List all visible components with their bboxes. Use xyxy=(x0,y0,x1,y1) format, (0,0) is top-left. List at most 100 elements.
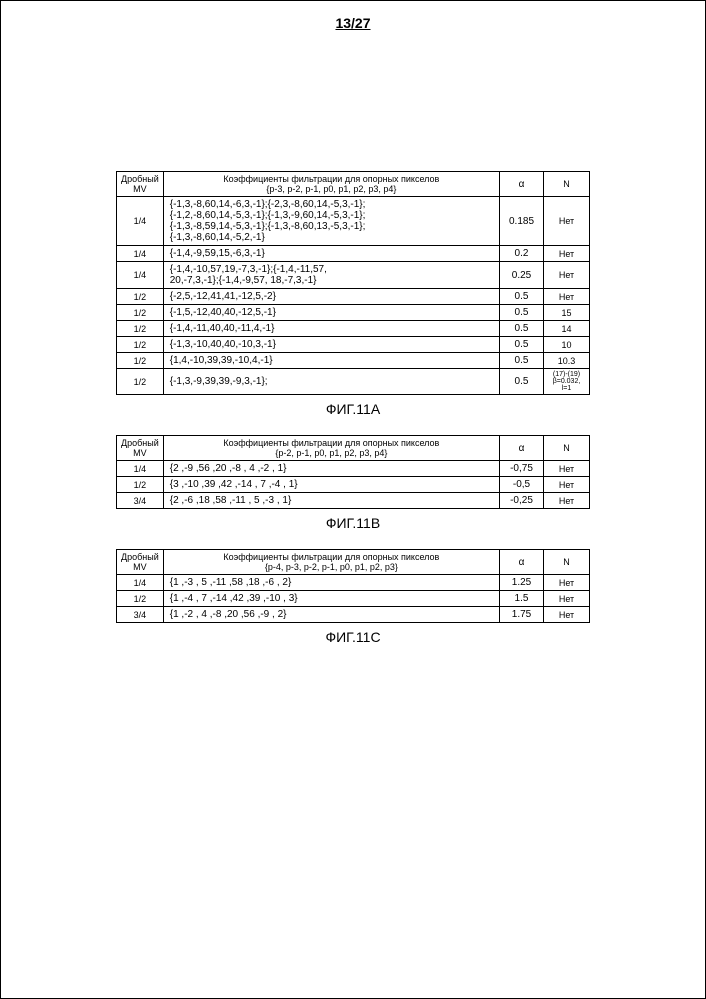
cell-mv: 1/4 xyxy=(117,246,164,262)
header-mv-bot: MV xyxy=(121,184,159,194)
cell-coef: {2 ,-9 ,56 ,20 ,-8 , 4 ,-2 , 1} xyxy=(163,461,499,477)
header-n: N xyxy=(544,436,590,461)
cell-alpha: 0.25 xyxy=(500,262,544,289)
header-mv: ДробныйMV xyxy=(117,172,164,197)
cell-alpha: -0,5 xyxy=(500,477,544,493)
header-mv-top: Дробный xyxy=(121,438,159,448)
table-row: 1/4{2 ,-9 ,56 ,20 ,-8 , 4 ,-2 , 1}-0,75Н… xyxy=(117,461,590,477)
table-row: 3/4{1 ,-2 , 4 ,-8 ,20 ,56 ,-9 , 2}1.75Не… xyxy=(117,607,590,623)
cell-mv: 1/2 xyxy=(117,477,164,493)
filter-table-0: ДробныйMV Коэффициенты фильтрации для опо… xyxy=(116,171,590,395)
header-n: N xyxy=(544,172,590,197)
table-row: 1/2{1,4,-10,39,39,-10,4,-1}0.510.3 xyxy=(117,353,590,369)
table-row: 1/2{-1,5,-12,40,40,-12,5,-1}0.515 xyxy=(117,305,590,321)
cell-n: Нет xyxy=(544,493,590,509)
cell-n: Нет xyxy=(544,262,590,289)
cell-coef: {1,4,-10,39,39,-10,4,-1} xyxy=(163,353,499,369)
cell-coef: {1 ,-3 , 5 ,-11 ,58 ,18 ,-6 , 2} xyxy=(163,575,499,591)
header-coef-sub: {p-4, p-3, p-2, p-1, p0, p1, p2, p3} xyxy=(168,562,495,572)
header-mv: ДробныйMV xyxy=(117,436,164,461)
cell-coef: {3 ,-10 ,39 ,42 ,-14 , 7 ,-4 , 1} xyxy=(163,477,499,493)
figure-caption: ФИГ.11B xyxy=(116,509,590,549)
cell-n: Нет xyxy=(544,575,590,591)
header-coef: Коэффициенты фильтрации для опорных пикс… xyxy=(163,436,499,461)
cell-coef: {2 ,-6 ,18 ,58 ,-11 , 5 ,-3 , 1} xyxy=(163,493,499,509)
header-mv-bot: MV xyxy=(121,448,159,458)
table-row: 1/2{-1,3,-10,40,40,-10,3,-1}0.510 xyxy=(117,337,590,353)
cell-alpha: 0.2 xyxy=(500,246,544,262)
table-row: 1/2{3 ,-10 ,39 ,42 ,-14 , 7 ,-4 , 1}-0,5… xyxy=(117,477,590,493)
table-row: 1/4{-1,3,-8,60,14,-6,3,-1};{-2,3,-8,60,1… xyxy=(117,197,590,246)
cell-coef: {1 ,-2 , 4 ,-8 ,20 ,56 ,-9 , 2} xyxy=(163,607,499,623)
filter-table-1: ДробныйMV Коэффициенты фильтрации для опо… xyxy=(116,435,590,509)
cell-alpha: -0,75 xyxy=(500,461,544,477)
cell-mv: 3/4 xyxy=(117,493,164,509)
cell-n: 14 xyxy=(544,321,590,337)
cell-n: 10 xyxy=(544,337,590,353)
cell-n: (17)-(19)β=0.032, l=1 xyxy=(544,369,590,395)
table-row: 1/2{-1,4,-11,40,40,-11,4,-1}0.514 xyxy=(117,321,590,337)
cell-mv: 1/4 xyxy=(117,262,164,289)
filter-table-2: ДробныйMV Коэффициенты фильтрации для опо… xyxy=(116,549,590,623)
cell-coef: {-1,5,-12,40,40,-12,5,-1} xyxy=(163,305,499,321)
figure-caption: ФИГ.11A xyxy=(116,395,590,435)
header-alpha: α xyxy=(500,550,544,575)
table-row: 1/2{-1,3,-9,39,39,-9,3,-1};0.5(17)-(19)β… xyxy=(117,369,590,395)
cell-mv: 1/4 xyxy=(117,461,164,477)
cell-mv: 1/2 xyxy=(117,321,164,337)
header-n: N xyxy=(544,550,590,575)
header-coef-title: Коэффициенты фильтрации для опорных пикс… xyxy=(168,174,495,184)
cell-coef: {-1,3,-8,60,14,-6,3,-1};{-2,3,-8,60,14,-… xyxy=(163,197,499,246)
cell-n: 10.3 xyxy=(544,353,590,369)
cell-alpha: 0.5 xyxy=(500,337,544,353)
figure-caption: ФИГ.11C xyxy=(116,623,590,663)
cell-n: Нет xyxy=(544,607,590,623)
page-frame: 13/27 ДробныйMVКоэффициенты фильтрации д… xyxy=(0,0,706,999)
cell-coef: {1 ,-4 , 7 ,-14 ,42 ,39 ,-10 , 3} xyxy=(163,591,499,607)
cell-alpha: 0.5 xyxy=(500,369,544,395)
cell-n: Нет xyxy=(544,289,590,305)
header-coef-title: Коэффициенты фильтрации для опорных пикс… xyxy=(168,438,495,448)
cell-alpha: 0.5 xyxy=(500,305,544,321)
header-coef: Коэффициенты фильтрации для опорных пикс… xyxy=(163,550,499,575)
cell-coef: {-1,4,-11,40,40,-11,4,-1} xyxy=(163,321,499,337)
cell-mv: 1/4 xyxy=(117,575,164,591)
header-coef-sub: {p-3, p-2, p-1, p0, p1, p2, p3, p4} xyxy=(168,184,495,194)
header-mv-bot: MV xyxy=(121,562,159,572)
cell-alpha: 0.5 xyxy=(500,353,544,369)
header-coef-title: Коэффициенты фильтрации для опорных пикс… xyxy=(168,552,495,562)
header-alpha: α xyxy=(500,436,544,461)
cell-alpha: 0.185 xyxy=(500,197,544,246)
cell-n: Нет xyxy=(544,246,590,262)
cell-mv: 1/2 xyxy=(117,289,164,305)
header-alpha: α xyxy=(500,172,544,197)
cell-coef: {-1,3,-9,39,39,-9,3,-1}; xyxy=(163,369,499,395)
header-coef-sub: {p-2, p-1, p0, p1, p2, p3, p4} xyxy=(168,448,495,458)
table-row: 1/4{1 ,-3 , 5 ,-11 ,58 ,18 ,-6 , 2}1.25Н… xyxy=(117,575,590,591)
cell-alpha: 1.75 xyxy=(500,607,544,623)
cell-n: 15 xyxy=(544,305,590,321)
cell-n: Нет xyxy=(544,197,590,246)
cell-coef: {-1,3,-10,40,40,-10,3,-1} xyxy=(163,337,499,353)
header-mv-top: Дробный xyxy=(121,174,159,184)
cell-mv: 1/2 xyxy=(117,305,164,321)
cell-alpha: -0,25 xyxy=(500,493,544,509)
header-coef: Коэффициенты фильтрации для опорных пикс… xyxy=(163,172,499,197)
table-row: 1/4{-1,4,-9,59,15,-6,3,-1}0.2Нет xyxy=(117,246,590,262)
cell-mv: 1/2 xyxy=(117,591,164,607)
cell-mv: 1/4 xyxy=(117,197,164,246)
cell-mv: 1/2 xyxy=(117,337,164,353)
cell-alpha: 1.5 xyxy=(500,591,544,607)
cell-mv: 1/2 xyxy=(117,353,164,369)
table-row: 3/4{2 ,-6 ,18 ,58 ,-11 , 5 ,-3 , 1}-0,25… xyxy=(117,493,590,509)
page-number: 13/27 xyxy=(1,1,705,31)
cell-mv: 1/2 xyxy=(117,369,164,395)
table-row: 1/2{1 ,-4 , 7 ,-14 ,42 ,39 ,-10 , 3}1.5Н… xyxy=(117,591,590,607)
cell-alpha: 0.5 xyxy=(500,289,544,305)
cell-coef: {-2,5,-12,41,41,-12,5,-2} xyxy=(163,289,499,305)
cell-coef: {-1,4,-10,57,19,-7,3,-1};{-1,4,-11,57,20… xyxy=(163,262,499,289)
cell-n: Нет xyxy=(544,461,590,477)
header-mv: ДробныйMV xyxy=(117,550,164,575)
cell-n: Нет xyxy=(544,477,590,493)
header-mv-top: Дробный xyxy=(121,552,159,562)
